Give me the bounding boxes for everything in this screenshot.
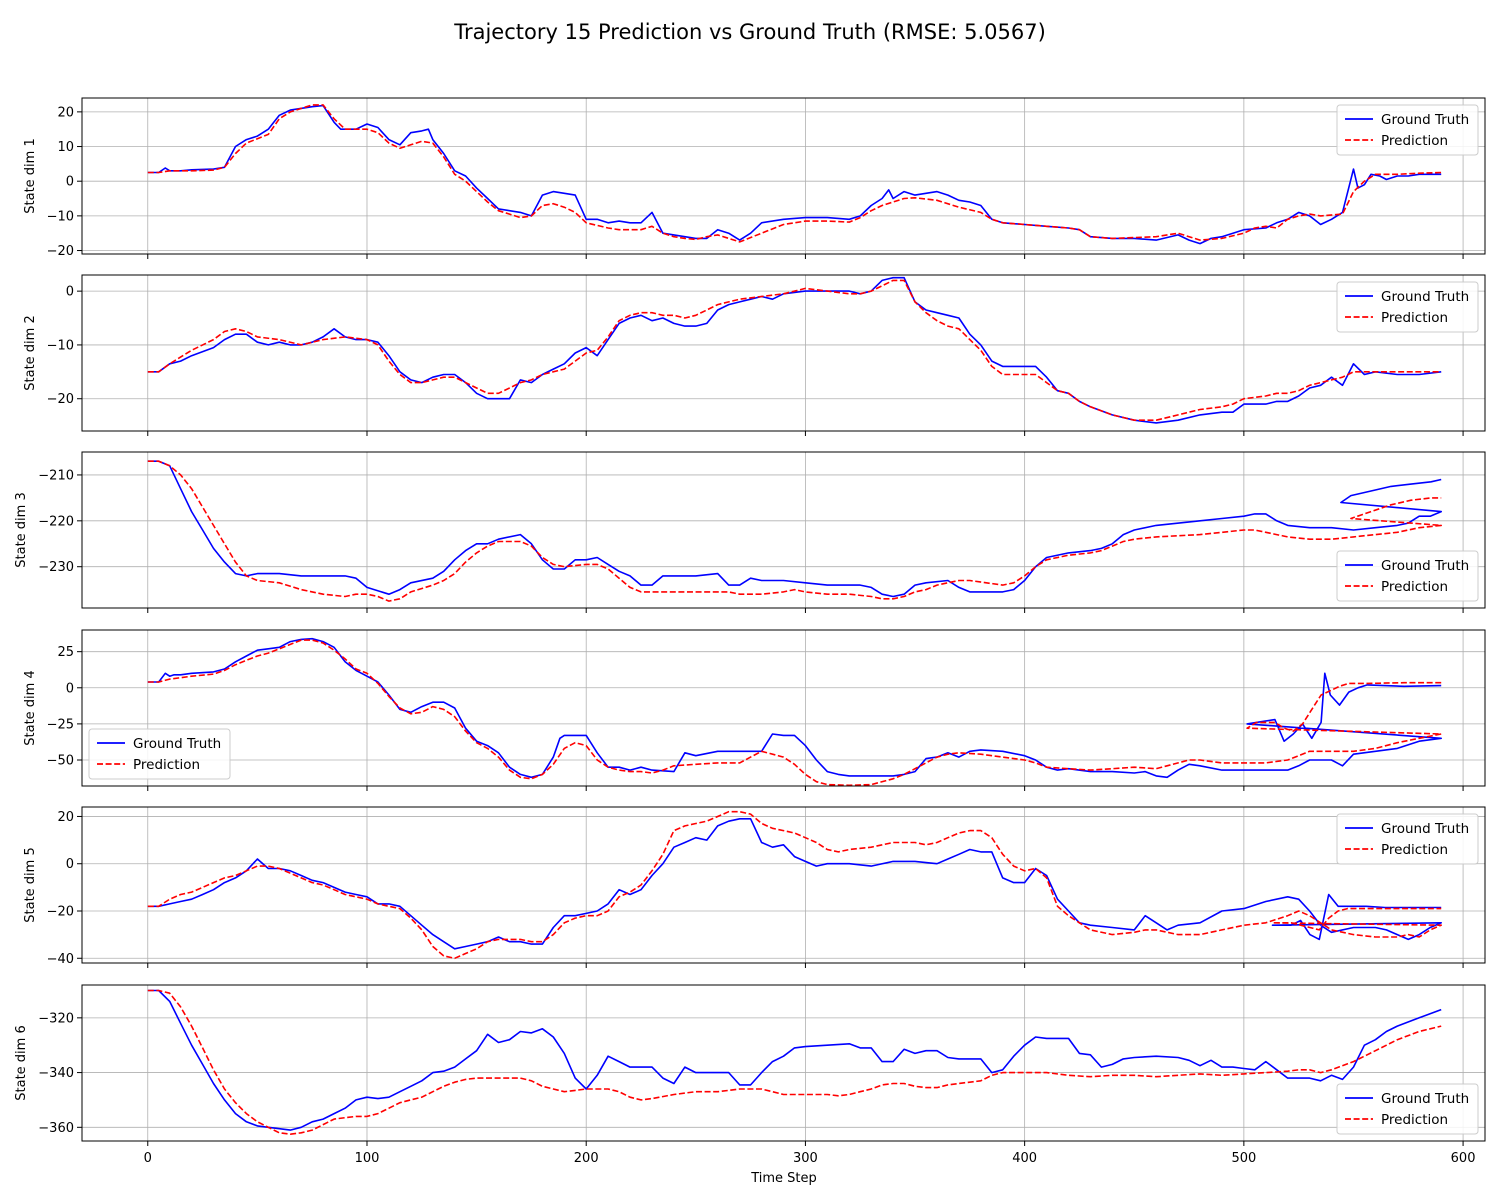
x-axis-label: Time Step xyxy=(750,1171,817,1186)
y-tick-label: −340 xyxy=(38,1066,74,1081)
series-line-prediction xyxy=(147,460,1442,602)
x-tick-label: 400 xyxy=(1012,1151,1037,1166)
figure-title: Trajectory 15 Prediction vs Ground Truth… xyxy=(453,20,1046,44)
legend-entry: Ground Truth xyxy=(1381,1091,1469,1107)
subplots: −20 −10 0 10 20 State dim 1 Ground Truth Predic… xyxy=(14,97,1486,1166)
subplot-1: −20 −10 0 10 20 State dim 1 Ground Truth Predic… xyxy=(23,97,1486,259)
y-tick-label: −230 xyxy=(38,560,74,575)
y-tick-label: 25 xyxy=(57,645,74,660)
legend: Ground Truth Prediction xyxy=(1336,550,1479,602)
legend-box xyxy=(1336,281,1479,333)
subplot-5: 20 0 −20 −40 State dim 5 Ground Truth Predicti… xyxy=(23,806,1486,968)
y-tick-label: −10 xyxy=(47,209,74,224)
y-axis-label: State dim 4 xyxy=(23,670,38,745)
subplot-4: 25 0 −25 −50 State dim 4 Ground Truth Predicti… xyxy=(23,629,1486,791)
legend-entry: Ground Truth xyxy=(1381,289,1469,305)
y-tick-label: −20 xyxy=(47,244,74,259)
y-tick-label: −220 xyxy=(38,514,74,529)
legend-entry: Prediction xyxy=(1381,1112,1448,1128)
series-line-ground-truth xyxy=(147,104,1442,245)
series-line-prediction xyxy=(147,639,1442,786)
axes-frame xyxy=(81,806,1486,964)
y-tick-label: 20 xyxy=(57,105,74,120)
y-tick-label: −50 xyxy=(47,754,74,769)
y-axis-label: State dim 1 xyxy=(23,138,38,213)
legend-box xyxy=(1336,813,1479,865)
legend-box xyxy=(1336,1083,1479,1135)
legend-entry: Prediction xyxy=(1381,310,1448,326)
y-tick-label: 20 xyxy=(57,810,74,825)
y-tick-label: −20 xyxy=(47,392,74,407)
legend-entry: Ground Truth xyxy=(1381,821,1469,837)
legend-entry: Prediction xyxy=(1381,579,1448,595)
x-tick-label: 500 xyxy=(1231,1151,1256,1166)
y-tick-label: 0 xyxy=(66,857,74,872)
series-line-ground-truth xyxy=(147,989,1442,1131)
legend: Ground Truth Prediction xyxy=(1336,104,1479,156)
y-tick-label: −10 xyxy=(47,338,74,353)
y-axis-label: State dim 2 xyxy=(23,315,38,390)
series-line-prediction xyxy=(147,104,1442,243)
series-line-prediction xyxy=(147,989,1442,1135)
y-tick-label: −25 xyxy=(47,717,74,732)
subplot-6: 0 100 200 300 400 500 600 −320 −340 −360 State dim… xyxy=(14,984,1486,1166)
y-tick-label: −40 xyxy=(47,952,74,967)
y-axis-label: State dim 6 xyxy=(14,1025,29,1100)
legend-entry: Ground Truth xyxy=(1381,558,1469,574)
axes-frame xyxy=(81,451,1486,609)
axes-frame xyxy=(81,984,1486,1142)
subplot-3: −210 −220 −230 State dim 3 Ground Truth Predi… xyxy=(14,451,1486,613)
y-tick-label: −320 xyxy=(38,1011,74,1026)
y-tick-label: 0 xyxy=(66,285,74,300)
series-line-ground-truth xyxy=(147,637,1442,779)
series-line-ground-truth xyxy=(147,276,1442,424)
y-tick-label: 0 xyxy=(66,175,74,190)
y-tick-label: −20 xyxy=(47,905,74,920)
legend-entry: Prediction xyxy=(1381,842,1448,858)
legend-box xyxy=(88,728,231,780)
legend-entry: Prediction xyxy=(133,757,200,773)
legend: Ground Truth Prediction xyxy=(1336,813,1479,865)
x-tick-label: 100 xyxy=(355,1151,380,1166)
y-tick-label: −360 xyxy=(38,1121,74,1136)
series-line-prediction xyxy=(147,279,1442,422)
y-axis-label: State dim 3 xyxy=(14,492,29,567)
legend-box xyxy=(1336,104,1479,156)
y-tick-label: 10 xyxy=(57,140,74,155)
y-tick-label: 0 xyxy=(66,681,74,696)
series-line-prediction xyxy=(147,810,1442,960)
y-tick-label: −210 xyxy=(38,468,74,483)
y-axis-label: State dim 5 xyxy=(23,847,38,922)
axes-frame xyxy=(81,629,1486,787)
legend-box xyxy=(1336,550,1479,602)
axes-frame xyxy=(81,97,1486,255)
legend-entry: Ground Truth xyxy=(133,736,221,752)
series-line-ground-truth xyxy=(147,817,1442,950)
x-tick-label: 600 xyxy=(1451,1151,1476,1166)
x-tick-label: 0 xyxy=(144,1151,152,1166)
subplot-2: −20 −10 0 State dim 2 Ground Truth Prediction xyxy=(23,274,1486,436)
legend: Ground Truth Prediction xyxy=(1336,1083,1479,1135)
x-tick-label: 200 xyxy=(574,1151,599,1166)
series-line-ground-truth xyxy=(147,460,1442,598)
axes-frame xyxy=(81,274,1486,432)
legend-entry: Ground Truth xyxy=(1381,112,1469,128)
legend-entry: Prediction xyxy=(1381,133,1448,149)
legend: Ground Truth Prediction xyxy=(88,728,231,780)
x-tick-label: 300 xyxy=(793,1151,818,1166)
legend: Ground Truth Prediction xyxy=(1336,281,1479,333)
